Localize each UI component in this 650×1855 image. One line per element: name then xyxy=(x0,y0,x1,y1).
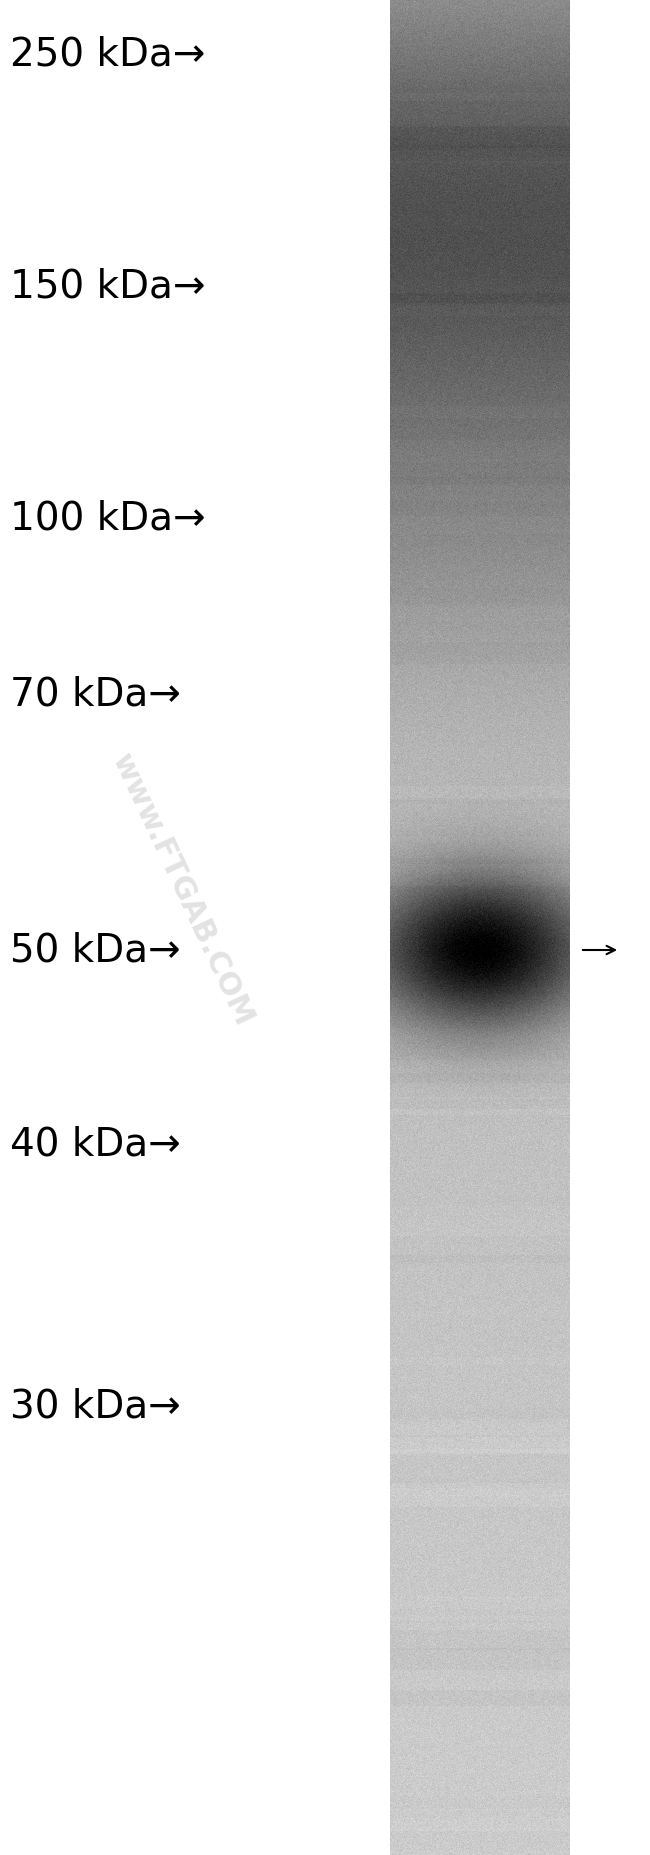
Text: 30 kDa→: 30 kDa→ xyxy=(10,1388,181,1426)
Text: 250 kDa→: 250 kDa→ xyxy=(10,35,205,74)
Text: 40 kDa→: 40 kDa→ xyxy=(10,1126,181,1163)
Text: 70 kDa→: 70 kDa→ xyxy=(10,675,181,714)
Text: 100 kDa→: 100 kDa→ xyxy=(10,499,205,536)
Text: 50 kDa→: 50 kDa→ xyxy=(10,931,181,968)
Text: www.FTGAB.COM: www.FTGAB.COM xyxy=(106,749,258,1031)
Text: 150 kDa→: 150 kDa→ xyxy=(10,267,205,306)
